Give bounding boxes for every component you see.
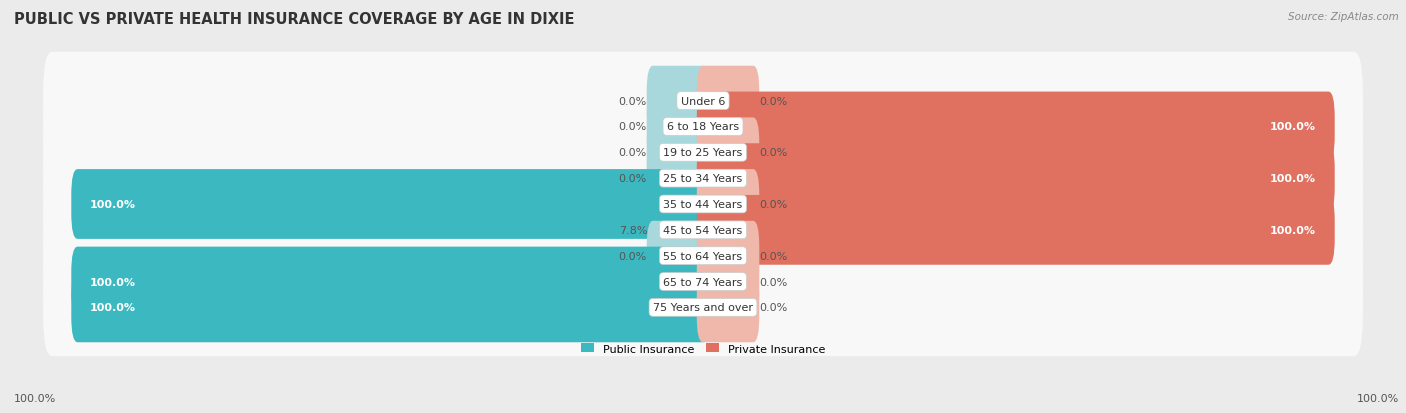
Text: 65 to 74 Years: 65 to 74 Years xyxy=(664,277,742,287)
FancyBboxPatch shape xyxy=(44,130,1362,228)
Text: 45 to 54 Years: 45 to 54 Years xyxy=(664,225,742,235)
Text: 0.0%: 0.0% xyxy=(759,199,787,209)
FancyBboxPatch shape xyxy=(72,170,709,239)
FancyBboxPatch shape xyxy=(647,66,709,136)
Text: 0.0%: 0.0% xyxy=(619,96,647,107)
Text: 35 to 44 Years: 35 to 44 Years xyxy=(664,199,742,209)
FancyBboxPatch shape xyxy=(697,221,759,291)
Legend: Public Insurance, Private Insurance: Public Insurance, Private Insurance xyxy=(576,339,830,358)
FancyBboxPatch shape xyxy=(44,156,1362,253)
FancyBboxPatch shape xyxy=(697,170,759,239)
Text: 75 Years and over: 75 Years and over xyxy=(652,303,754,313)
FancyBboxPatch shape xyxy=(44,182,1362,279)
FancyBboxPatch shape xyxy=(697,247,759,317)
FancyBboxPatch shape xyxy=(697,144,1334,214)
Text: 100.0%: 100.0% xyxy=(90,303,136,313)
FancyBboxPatch shape xyxy=(44,207,1362,305)
FancyBboxPatch shape xyxy=(697,195,1334,265)
Text: PUBLIC VS PRIVATE HEALTH INSURANCE COVERAGE BY AGE IN DIXIE: PUBLIC VS PRIVATE HEALTH INSURANCE COVER… xyxy=(14,12,575,27)
Text: 100.0%: 100.0% xyxy=(1270,225,1316,235)
FancyBboxPatch shape xyxy=(697,66,759,136)
FancyBboxPatch shape xyxy=(72,273,709,342)
Text: 100.0%: 100.0% xyxy=(1270,122,1316,132)
FancyBboxPatch shape xyxy=(44,52,1362,150)
Text: 0.0%: 0.0% xyxy=(619,174,647,184)
Text: 0.0%: 0.0% xyxy=(759,148,787,158)
FancyBboxPatch shape xyxy=(44,78,1362,176)
Text: 100.0%: 100.0% xyxy=(90,199,136,209)
FancyBboxPatch shape xyxy=(44,104,1362,202)
Text: 100.0%: 100.0% xyxy=(90,277,136,287)
FancyBboxPatch shape xyxy=(697,273,759,342)
FancyBboxPatch shape xyxy=(697,93,1334,162)
Text: 25 to 34 Years: 25 to 34 Years xyxy=(664,174,742,184)
FancyBboxPatch shape xyxy=(647,221,709,291)
Text: Source: ZipAtlas.com: Source: ZipAtlas.com xyxy=(1288,12,1399,22)
FancyBboxPatch shape xyxy=(44,259,1362,356)
FancyBboxPatch shape xyxy=(647,93,709,162)
FancyBboxPatch shape xyxy=(647,118,709,188)
Text: 0.0%: 0.0% xyxy=(759,96,787,107)
Text: 19 to 25 Years: 19 to 25 Years xyxy=(664,148,742,158)
Text: Under 6: Under 6 xyxy=(681,96,725,107)
FancyBboxPatch shape xyxy=(647,144,709,214)
Text: 100.0%: 100.0% xyxy=(1270,174,1316,184)
Text: 0.0%: 0.0% xyxy=(759,303,787,313)
Text: 0.0%: 0.0% xyxy=(759,277,787,287)
Text: 100.0%: 100.0% xyxy=(1357,393,1399,403)
FancyBboxPatch shape xyxy=(44,233,1362,330)
Text: 6 to 18 Years: 6 to 18 Years xyxy=(666,122,740,132)
Text: 55 to 64 Years: 55 to 64 Years xyxy=(664,251,742,261)
Text: 7.8%: 7.8% xyxy=(620,225,648,235)
Text: 0.0%: 0.0% xyxy=(619,251,647,261)
FancyBboxPatch shape xyxy=(697,118,759,188)
Text: 0.0%: 0.0% xyxy=(619,122,647,132)
FancyBboxPatch shape xyxy=(72,247,709,317)
Text: 100.0%: 100.0% xyxy=(14,393,56,403)
Text: 0.0%: 0.0% xyxy=(619,148,647,158)
Text: 0.0%: 0.0% xyxy=(759,251,787,261)
FancyBboxPatch shape xyxy=(648,195,709,265)
